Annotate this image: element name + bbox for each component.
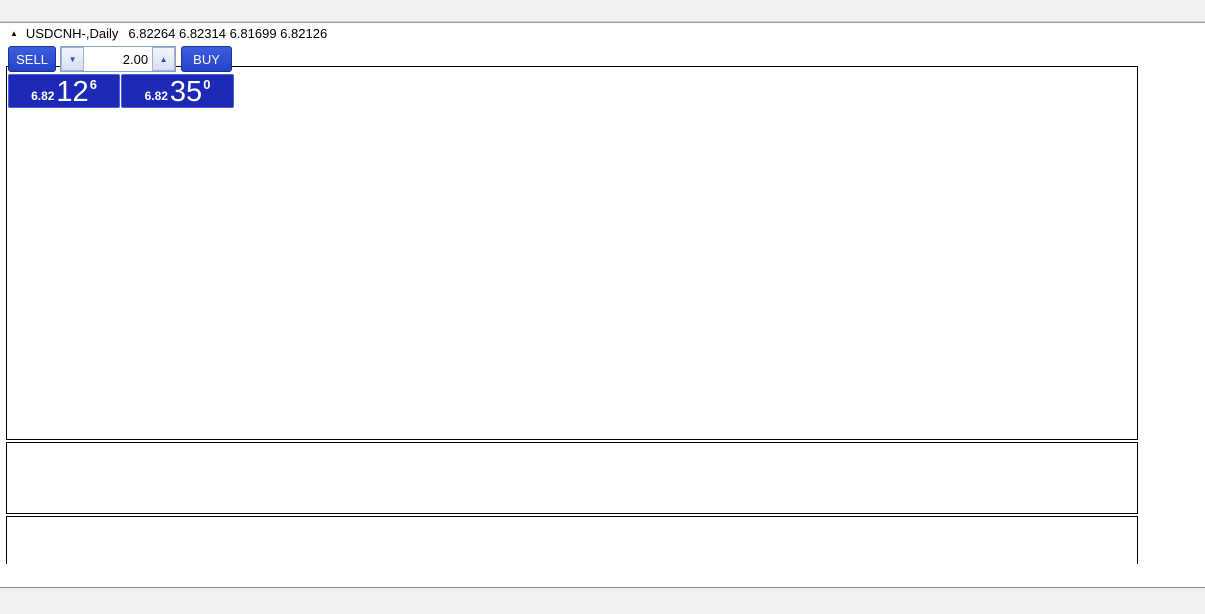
time-axis[interactable] [0, 564, 1205, 588]
collapse-icon[interactable]: ▲ [10, 29, 18, 38]
chart-title: USDCNH-,Daily [25, 26, 119, 41]
buy-price-big: 35 [169, 76, 203, 108]
chart-ohlc-values: 6.82264 6.82314 6.81699 6.82126 [128, 26, 328, 41]
price-chart-panel[interactable] [6, 66, 1138, 440]
timeframe-toolbar [0, 0, 1205, 22]
sell-price-sup: 6 [89, 77, 97, 92]
buy-price-small: 6.82 [144, 89, 168, 103]
volume-increase-button[interactable]: ▲ [152, 47, 176, 71]
sell-price-tile[interactable]: 6.82 12 6 [8, 74, 120, 108]
chart-tab-bar [0, 587, 1205, 614]
chart-window: ▲ USDCNH-,Daily 6.82264 6.82314 6.81699 … [0, 22, 1205, 588]
sell-price-big: 12 [56, 76, 89, 108]
volume-input[interactable] [84, 47, 153, 71]
volume-decrease-button[interactable]: ▼ [61, 47, 85, 71]
macd-panel[interactable] [6, 442, 1138, 514]
chart-header: ▲ USDCNH-,Daily 6.82264 6.82314 6.81699 … [0, 23, 1205, 44]
price-axis[interactable] [1139, 44, 1205, 586]
buy-button[interactable]: BUY [181, 46, 232, 72]
volume-stepper: ▼ ▲ [60, 46, 177, 72]
buy-price-tile[interactable]: 6.82 35 0 [121, 74, 234, 108]
one-click-trading-panel: SELL ▼ ▲ BUY 6.82 12 6 6.82 35 0 [8, 46, 234, 108]
sell-button[interactable]: SELL [8, 46, 57, 72]
buy-price-sup: 0 [203, 77, 211, 92]
sell-price-small: 6.82 [31, 89, 55, 103]
